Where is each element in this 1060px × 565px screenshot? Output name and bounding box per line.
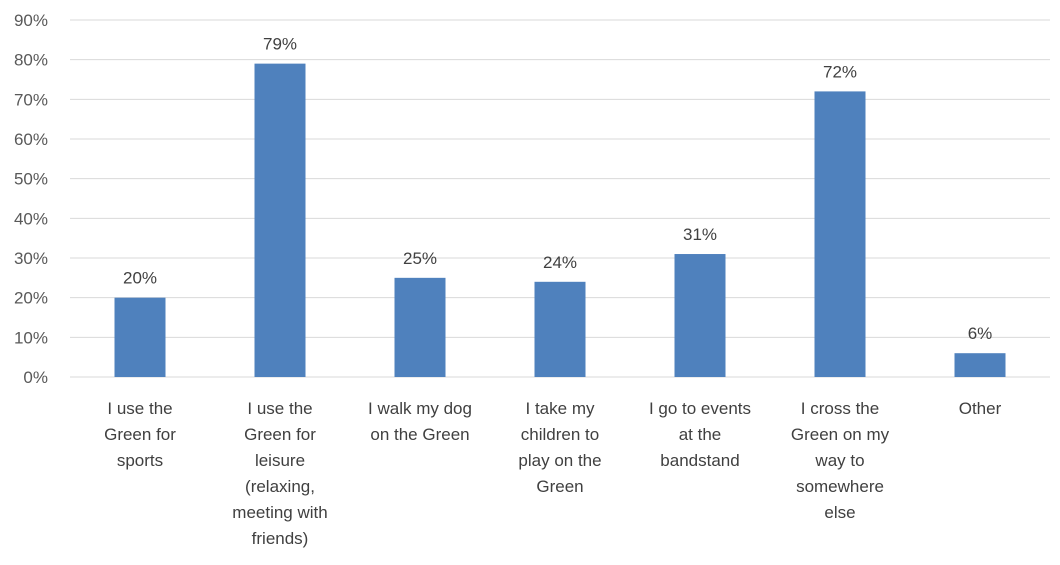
bars xyxy=(114,63,1006,378)
bar xyxy=(254,63,306,378)
data-label: 31% xyxy=(683,225,717,244)
y-tick-label: 30% xyxy=(14,249,48,268)
category-label: Other xyxy=(959,399,1002,418)
category-label: I walk my dog on the Green xyxy=(368,399,472,444)
y-tick-label: 90% xyxy=(14,11,48,30)
data-label: 72% xyxy=(823,62,857,81)
y-axis-ticks: 0% 10% 20% 30% 40% 50% 60% 70% 80% 90% xyxy=(14,11,48,387)
category-label: I use the Green for leisure (relaxing, meeti… xyxy=(232,399,327,548)
bar xyxy=(394,277,446,377)
data-labels: 20% 79% 25% 24% 31% 72% 6% xyxy=(123,35,992,344)
data-label: 24% xyxy=(543,253,577,272)
category-labels: I use the Green for sports I use the Green f… xyxy=(104,399,1001,548)
category-label: I use the Green for sports xyxy=(104,399,176,470)
category-label: I cross the Green on my way to somewhere els… xyxy=(791,399,890,522)
y-tick-label: 50% xyxy=(14,170,48,189)
category-label: I take my children to play on the Green xyxy=(518,399,601,496)
bar xyxy=(814,91,866,378)
y-tick-label: 70% xyxy=(14,90,48,109)
y-tick-label: 40% xyxy=(14,209,48,228)
data-label: 20% xyxy=(123,269,157,288)
y-tick-label: 10% xyxy=(14,328,48,347)
category-label: I go to events at the bandstand xyxy=(649,399,751,470)
y-tick-label: 80% xyxy=(14,51,48,70)
bar xyxy=(114,297,166,377)
bar xyxy=(674,254,726,377)
data-label: 79% xyxy=(263,35,297,54)
y-tick-label: 60% xyxy=(14,130,48,149)
y-tick-label: 0% xyxy=(23,368,48,387)
bar xyxy=(954,353,1006,377)
bar xyxy=(534,281,586,377)
data-label: 25% xyxy=(403,249,437,268)
gridlines xyxy=(70,19,1050,378)
data-label: 6% xyxy=(968,324,993,343)
y-tick-label: 20% xyxy=(14,289,48,308)
